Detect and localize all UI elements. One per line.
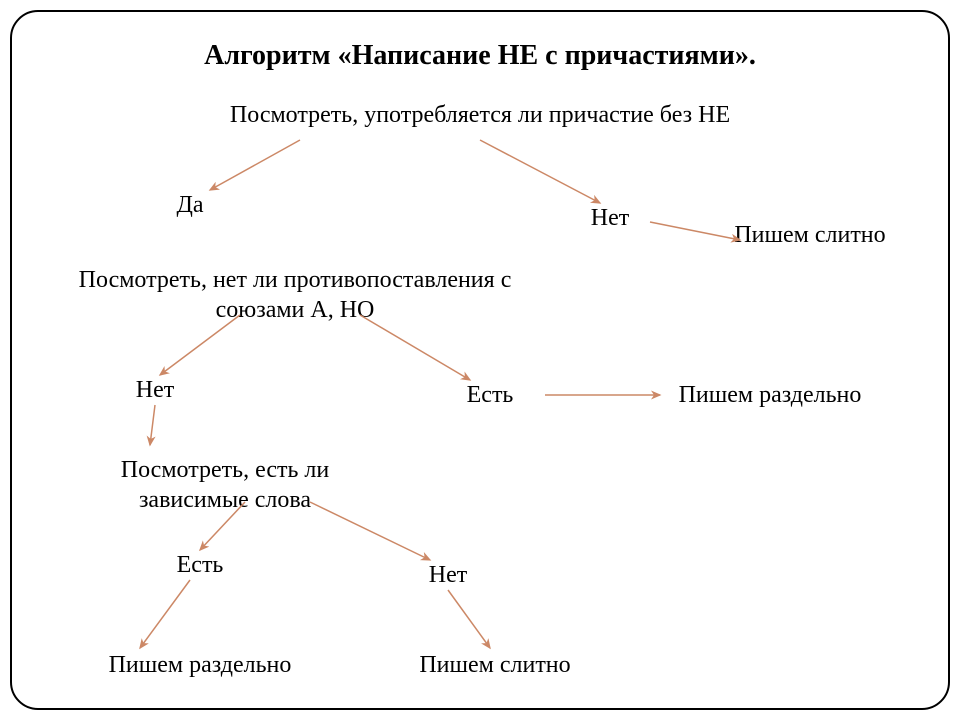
node-no3: Нет [413,560,483,590]
node-r1: Пишем слитно [730,220,890,250]
node-r4: Пишем слитно [385,650,605,680]
node-q1: Посмотреть, употребляется ли причастие б… [120,100,840,130]
node-r3: Пишем раздельно [70,650,330,680]
node-yes3: Есть [160,550,240,580]
node-q3: Посмотреть, есть ли зависимые слова [75,455,375,515]
node-r2: Пишем раздельно [650,380,890,410]
diagram-title: Алгоритм «Написание НЕ с причастиями». [0,40,960,72]
node-q2: Посмотреть, нет ли противопоставления с … [45,265,545,325]
node-no2: Нет [120,375,190,405]
node-yes2: Есть [450,380,530,410]
node-no1: Нет [580,203,640,233]
node-yes1: Да [160,190,220,220]
